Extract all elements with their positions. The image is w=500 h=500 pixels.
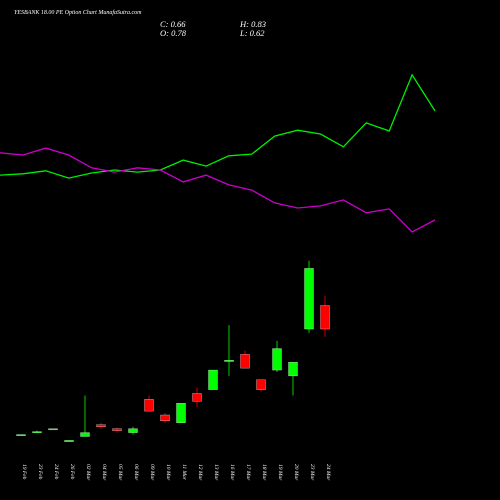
x-tick-label: 11 Mar bbox=[181, 464, 187, 481]
x-tick-label: 06 Mar bbox=[133, 464, 139, 481]
x-tick-label: 13 Mar bbox=[213, 464, 219, 481]
candle-body bbox=[192, 393, 202, 402]
candle-body bbox=[80, 432, 90, 437]
indicator-line bbox=[0, 73, 436, 179]
candle-body bbox=[96, 424, 106, 427]
candle-body bbox=[208, 369, 218, 390]
candle-body bbox=[320, 305, 330, 330]
candle-body bbox=[224, 360, 234, 362]
x-tick-label: 16 Mar bbox=[229, 464, 235, 481]
x-tick-label: 19 Mar bbox=[277, 464, 283, 481]
candle-body bbox=[176, 403, 186, 423]
x-tick-label: 02 Mar bbox=[85, 464, 91, 481]
candle-body bbox=[256, 379, 266, 390]
candle-body bbox=[112, 428, 122, 431]
candle-body bbox=[144, 399, 154, 412]
x-tick-label: 24 Feb bbox=[53, 464, 60, 480]
x-tick-label: 12 Mar bbox=[197, 464, 203, 481]
candle-body bbox=[304, 268, 314, 330]
x-tick-label: 20 Mar bbox=[293, 464, 299, 481]
chart-title: YESBANK 18.00 PE Option Chart MunafaSutr… bbox=[14, 9, 142, 16]
x-tick-label: 23 Feb bbox=[37, 464, 43, 480]
candle-body bbox=[272, 348, 282, 371]
candle-body bbox=[160, 414, 170, 422]
x-tick-label: 09 Mar bbox=[149, 464, 155, 481]
candle-body bbox=[64, 440, 74, 442]
x-tick-label: 24 Mar bbox=[325, 464, 332, 481]
candle-body bbox=[128, 428, 138, 433]
x-tick-label: 10 Mar bbox=[165, 464, 171, 481]
x-tick-label: 04 Mar bbox=[101, 464, 108, 481]
x-tick-label: 26 Feb bbox=[69, 464, 75, 480]
low-info: L: 0.62 bbox=[239, 28, 265, 38]
x-tick-label: 18 Mar bbox=[261, 464, 267, 481]
candle-body bbox=[32, 431, 42, 433]
candle-body bbox=[48, 428, 58, 431]
x-tick-label: 23 Mar bbox=[309, 464, 315, 481]
x-tick-label: 05 Mar bbox=[117, 464, 123, 481]
candle-body bbox=[16, 434, 26, 436]
x-tick-label: 17 Mar bbox=[245, 464, 251, 481]
candle-body bbox=[240, 354, 250, 369]
x-tick-label: 19 Feb bbox=[21, 464, 27, 480]
candle-body bbox=[288, 362, 298, 377]
indicator-line bbox=[0, 147, 436, 233]
close-info: C: 0.66 bbox=[160, 19, 186, 29]
high-info: H: 0.83 bbox=[239, 19, 266, 29]
open-info: O: 0.78 bbox=[160, 28, 187, 38]
